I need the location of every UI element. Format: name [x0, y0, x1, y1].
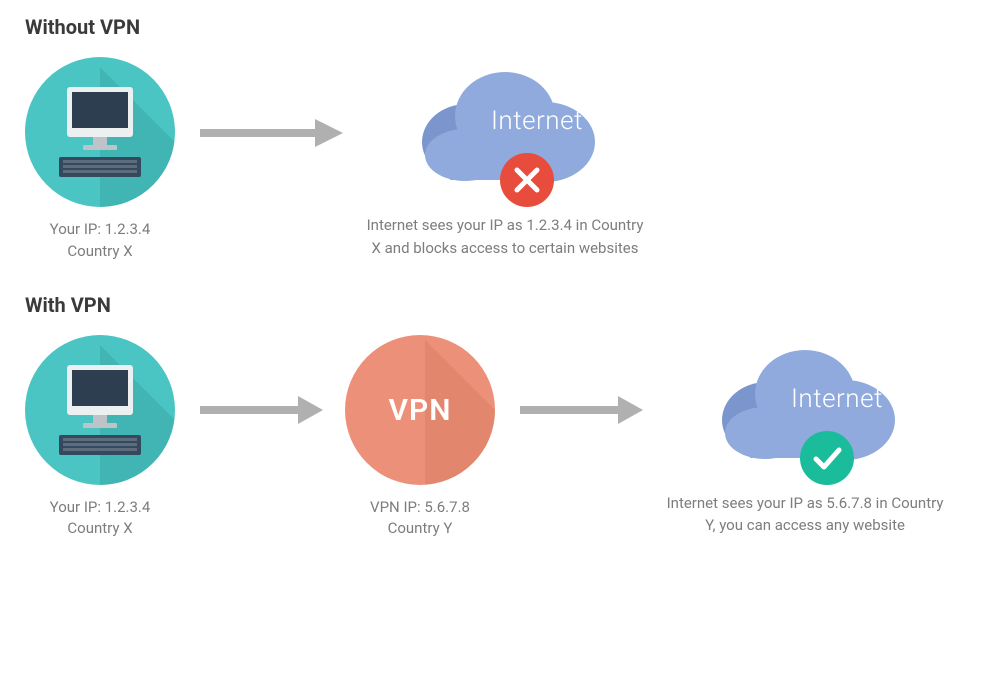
country-line: Country X [67, 242, 132, 260]
vpn-node: VPN VPN IP: 5.6.7.8 Country Y [345, 335, 495, 541]
computer-node-with: Your IP: 1.2.3.4 Country X [25, 335, 175, 541]
arrow-icon [515, 390, 645, 430]
arrow-icon [195, 113, 345, 153]
cloud-desc-blocked: Internet sees your IP as 1.2.3.4 in Coun… [365, 214, 645, 259]
section-title-with: With VPN [25, 293, 975, 317]
cloud-node-blocked: Internet Internet sees your IP as 1.2.3.… [365, 60, 645, 259]
ip-line: Your IP: 1.2.3.4 [50, 498, 151, 516]
computer-node-without: Your IP: 1.2.3.4 Country X [25, 57, 175, 263]
vpn-caption: VPN IP: 5.6.7.8 Country Y [370, 497, 470, 541]
section-with-vpn: With VPN [25, 293, 975, 541]
section-without-vpn: Without VPN [25, 15, 975, 263]
computer-caption-with: Your IP: 1.2.3.4 Country X [50, 497, 151, 541]
vpn-country-line: Country Y [388, 519, 453, 537]
computer-caption-without: Your IP: 1.2.3.4 Country X [50, 219, 151, 263]
country-line: Country X [67, 519, 132, 537]
cloud-label-allowed: Internet [791, 384, 883, 414]
cloud-desc-allowed: Internet sees your IP as 5.6.7.8 in Coun… [665, 492, 945, 537]
computer-icon [25, 335, 175, 485]
row-without: Your IP: 1.2.3.4 Country X [25, 57, 975, 263]
allowed-badge-icon [799, 430, 855, 486]
row-with: Your IP: 1.2.3.4 Country X [25, 335, 975, 541]
vpn-ip-line: VPN IP: 5.6.7.8 [370, 498, 470, 516]
cloud-label-blocked: Internet [491, 106, 583, 136]
vpn-label: VPN [345, 393, 495, 428]
arrow-with-1 [195, 390, 325, 484]
ip-line: Your IP: 1.2.3.4 [50, 220, 151, 238]
arrow-icon [195, 390, 325, 430]
blocked-badge-icon [499, 152, 555, 208]
computer-icon [25, 57, 175, 207]
cloud-node-allowed: Internet Internet sees your IP as 5.6.7.… [665, 338, 945, 537]
arrow-without [195, 113, 345, 207]
section-title-without: Without VPN [25, 15, 975, 39]
arrow-with-2 [515, 390, 645, 484]
